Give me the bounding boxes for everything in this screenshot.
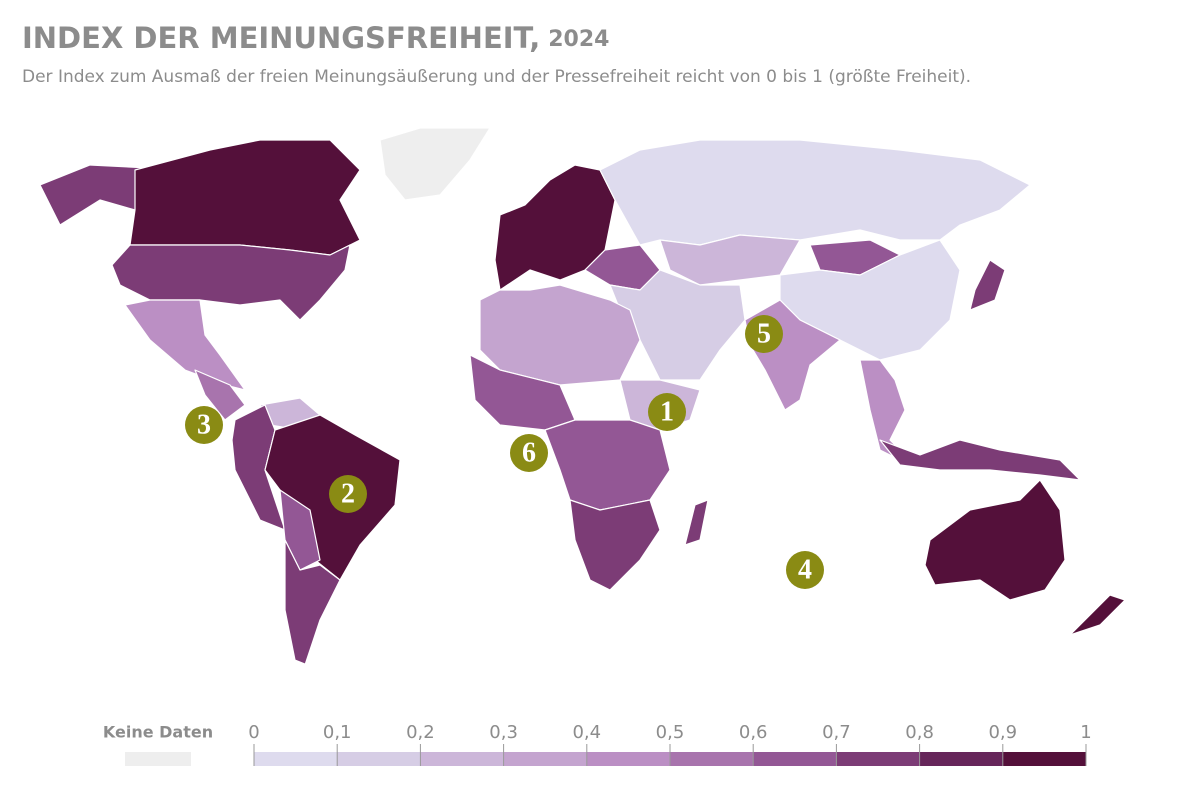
legend-tick-label: 0,9: [988, 722, 1017, 743]
usa: [111, 244, 351, 321]
legend-bin: [586, 752, 670, 766]
title-text: INDEX DER MEINUNGSFREIHEIT,: [22, 21, 540, 55]
japan: [969, 259, 1006, 311]
legend-bin: [670, 752, 754, 766]
greenland: [379, 127, 491, 201]
legend-bin: [254, 752, 338, 766]
legend-bin: [919, 752, 1003, 766]
marker-label: 4: [798, 554, 812, 585]
mexico: [124, 299, 246, 391]
indonesia: [879, 439, 1081, 481]
legend-tick-label: 1: [1080, 722, 1091, 743]
title: INDEX DER MEINUNGSFREIHEIT, 2024: [22, 21, 609, 55]
marker-label: 3: [197, 409, 211, 440]
marker-label: 6: [522, 437, 536, 468]
central-africa: [544, 419, 671, 511]
marker-circle: [648, 393, 686, 431]
alaska: [39, 164, 151, 226]
legend-bin: [753, 752, 837, 766]
legend-bin: [337, 752, 421, 766]
markers: 1 2 3 4 5 6: [185, 315, 824, 589]
legend-tick-label: 0,2: [406, 722, 435, 743]
marker-circle: [786, 551, 824, 589]
legend-tick-label: 0,1: [323, 722, 352, 743]
central-america: [194, 369, 246, 421]
legend: Keine Daten 0 0,1 0,2 0,3 0,4 0,5 0,6 0,7 0,8 0,9 1: [103, 722, 1092, 766]
legend-tick-label: 0,4: [572, 722, 601, 743]
legend-tick-label: 0,6: [739, 722, 768, 743]
marker-label: 5: [757, 318, 771, 349]
legend-tick-label: 0: [248, 722, 259, 743]
no-data-swatch: [125, 752, 191, 766]
russia: [599, 139, 1031, 246]
legend-tick-label: 0,3: [489, 722, 518, 743]
madagascar: [684, 499, 709, 546]
legend-tick-label: 0,8: [905, 722, 934, 743]
new-zealand: [1069, 594, 1126, 636]
marker-label: 2: [341, 478, 355, 509]
north-africa: [479, 284, 641, 386]
subtitle: Der Index zum Ausmaß der freien Meinungs…: [22, 67, 971, 87]
marker-circle: [745, 315, 783, 353]
marker-circle: [329, 475, 367, 513]
no-data-label: Keine Daten: [103, 723, 213, 742]
marker-circle: [510, 434, 548, 472]
marker-label: 1: [660, 396, 674, 427]
southern-africa: [569, 499, 661, 591]
marker-circle: [185, 406, 223, 444]
legend-bin: [1002, 752, 1086, 766]
legend-bin: [503, 752, 587, 766]
canada: [129, 139, 361, 256]
legend-tick-label: 0,5: [656, 722, 685, 743]
world-map: [39, 127, 1126, 671]
australia: [924, 479, 1066, 601]
legend-tick-label: 0,7: [822, 722, 851, 743]
legend-bin: [836, 752, 920, 766]
title-year: 2024: [548, 27, 609, 52]
legend-bin: [420, 752, 504, 766]
argentina-chile: [284, 539, 341, 671]
